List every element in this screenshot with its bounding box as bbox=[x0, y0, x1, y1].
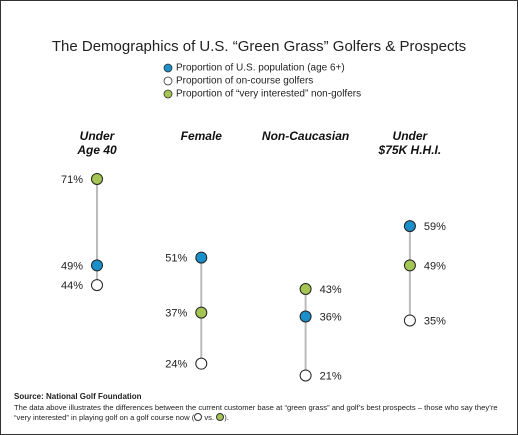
dot bbox=[403, 259, 416, 272]
category-label: Under Age 40 bbox=[77, 129, 117, 157]
value-label: 49% bbox=[61, 260, 83, 272]
dot bbox=[195, 251, 208, 264]
legend-swatch bbox=[163, 89, 173, 99]
value-label: 21% bbox=[320, 370, 342, 382]
value-label: 43% bbox=[320, 284, 342, 296]
dot bbox=[403, 314, 416, 327]
chart-title: The Demographics of U.S. “Green Grass” G… bbox=[52, 38, 466, 55]
value-label: 71% bbox=[61, 174, 83, 186]
note-icon bbox=[194, 413, 203, 421]
dot bbox=[195, 357, 208, 370]
value-label: 51% bbox=[165, 252, 187, 264]
value-label: 44% bbox=[61, 280, 83, 292]
dot bbox=[91, 259, 103, 272]
note-text: “very interested” in playing golf on a g… bbox=[14, 413, 195, 422]
note-line: “very interested” in playing golf on a g… bbox=[14, 413, 229, 422]
value-label: 35% bbox=[424, 315, 446, 327]
category-label: Non-Caucasian bbox=[261, 129, 350, 143]
legend-label: Proportion of on-course golfers bbox=[176, 76, 313, 87]
category-label: Female bbox=[180, 129, 222, 143]
dot bbox=[299, 283, 312, 296]
value-label: 49% bbox=[424, 260, 446, 272]
legend-label: Proportion of U.S. population (age 6+) bbox=[176, 63, 345, 74]
dot bbox=[91, 172, 103, 185]
value-label: 24% bbox=[165, 359, 187, 371]
value-label: 59% bbox=[424, 221, 446, 233]
note-line: The data above illustrates the differenc… bbox=[14, 403, 498, 412]
note-icon bbox=[216, 413, 225, 421]
dot bbox=[299, 310, 312, 323]
source: Source: National Golf Foundation bbox=[14, 392, 142, 401]
note-text: ). bbox=[224, 413, 229, 422]
dot bbox=[403, 220, 416, 233]
category-label: Under $75K H.H.I. bbox=[378, 129, 442, 157]
dot bbox=[91, 279, 103, 292]
note-text: vs. bbox=[204, 413, 215, 422]
dot bbox=[299, 369, 312, 382]
legend-swatch bbox=[163, 76, 173, 86]
value-label: 36% bbox=[320, 311, 342, 323]
legend-label: Proportion of “very interested” non-golf… bbox=[176, 89, 361, 100]
legend-swatch bbox=[163, 63, 173, 73]
value-label: 37% bbox=[165, 307, 187, 319]
dot bbox=[195, 306, 208, 319]
